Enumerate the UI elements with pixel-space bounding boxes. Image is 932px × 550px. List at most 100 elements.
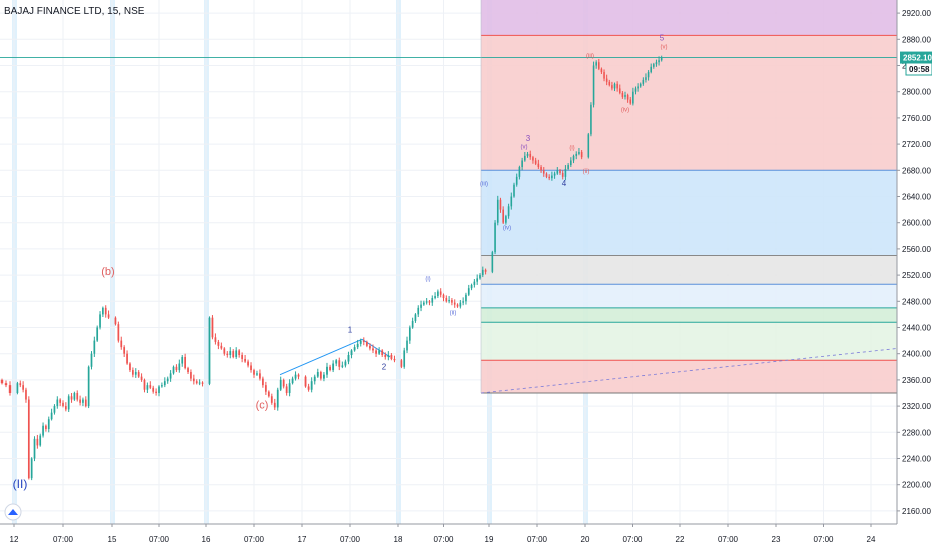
candle — [420, 304, 422, 308]
candle — [626, 94, 629, 100]
candlestick-series — [0, 55, 663, 481]
candle — [384, 355, 387, 357]
candle — [491, 252, 494, 272]
wave-label[interactable]: (iv) — [503, 225, 511, 231]
candle — [79, 399, 81, 403]
candle — [618, 88, 621, 94]
candle — [494, 222, 496, 253]
candle — [235, 350, 238, 357]
tradingview-logo[interactable] — [4, 503, 22, 521]
candle — [439, 291, 442, 295]
candle — [198, 382, 201, 384]
candle — [590, 104, 592, 135]
candle — [650, 66, 652, 73]
elliott-wave-labels[interactable]: (II) (b) (c) 1 2 (i) (ii) (iii) (iv) (v) 3 4 (i) (ii)… — [13, 34, 668, 491]
candle — [513, 184, 515, 197]
wave-label[interactable]: (II) — [13, 477, 28, 491]
candle — [611, 85, 613, 89]
time-tick-label: 07:00 — [244, 535, 265, 544]
candle — [347, 355, 350, 362]
candle — [181, 356, 184, 364]
wave-label[interactable]: 4 — [562, 179, 567, 188]
candle — [400, 360, 403, 367]
candle — [229, 351, 232, 356]
candle — [226, 353, 229, 356]
wave-label[interactable]: (v) — [661, 44, 668, 50]
candle — [556, 170, 559, 174]
candle — [30, 458, 33, 479]
candle — [403, 350, 406, 367]
candle — [605, 78, 608, 82]
wave-label[interactable]: (c) — [256, 400, 269, 412]
candle — [16, 383, 19, 393]
drawing-tools[interactable] — [0, 0, 898, 394]
candle — [465, 294, 467, 302]
fibonacci-zones[interactable] — [481, 0, 897, 394]
wave-label[interactable]: 5 — [660, 34, 665, 43]
candle — [329, 366, 331, 371]
time-tick-label: 07:00 — [718, 535, 739, 544]
candle — [201, 382, 204, 384]
candle — [22, 385, 24, 390]
price-axis[interactable]: 2160.00 2200.00 2240.00 2280.00 2320.00 2360.… — [896, 0, 932, 550]
candle — [423, 302, 425, 305]
time-tick-label: 07:00 — [149, 535, 170, 544]
wave-label[interactable]: (iii) — [480, 181, 488, 187]
candle — [214, 337, 217, 342]
candle — [267, 391, 270, 397]
wave-label[interactable]: (b) — [101, 266, 114, 278]
candle — [496, 199, 499, 223]
candle — [540, 167, 542, 171]
candle — [616, 83, 618, 89]
candle — [172, 366, 175, 374]
candle — [220, 345, 223, 349]
candle — [453, 302, 456, 305]
candle — [316, 372, 319, 377]
candle — [163, 381, 166, 386]
candle — [250, 365, 252, 371]
wave-label[interactable]: (ii) — [583, 169, 590, 175]
candle — [526, 153, 529, 156]
candle — [559, 170, 561, 173]
candle — [658, 60, 660, 63]
candle — [187, 368, 189, 373]
candle — [223, 348, 226, 354]
candle — [310, 381, 313, 390]
candle — [137, 372, 140, 377]
candle — [25, 389, 27, 400]
candle — [27, 399, 30, 479]
time-axis[interactable]: 12 07:00 15 07:00 16 07:00 17 07:00 18 07:00 19 07:… — [0, 523, 897, 544]
candle — [45, 425, 47, 430]
candle — [545, 173, 548, 177]
wave-label[interactable]: 2 — [382, 362, 387, 371]
candle — [67, 396, 70, 410]
wave-label[interactable]: (v) — [521, 145, 528, 151]
candle — [338, 360, 341, 367]
wave-label[interactable]: (i) — [569, 145, 574, 151]
wave-label[interactable]: (i) — [425, 276, 430, 282]
candle — [8, 385, 12, 393]
candle — [238, 350, 241, 356]
wave-label[interactable]: 1 — [348, 326, 353, 335]
price-tick-label: 2880.00 — [902, 35, 931, 44]
candle — [548, 176, 550, 179]
candle — [143, 379, 146, 390]
wave-label[interactable]: 3 — [526, 134, 531, 143]
candle — [208, 317, 211, 384]
candle — [637, 86, 639, 89]
candle — [467, 288, 470, 295]
candle — [459, 302, 462, 307]
price-tick-label: 2280.00 — [902, 428, 931, 437]
wave-label[interactable]: (ii) — [450, 310, 457, 316]
candle — [564, 168, 567, 177]
candle — [462, 301, 464, 303]
price-tick-label: 2560.00 — [902, 245, 931, 254]
wave-label[interactable]: (iv) — [621, 107, 629, 113]
candle — [551, 175, 553, 179]
candle — [647, 72, 650, 78]
wave-label[interactable]: (iii) — [586, 54, 594, 60]
candle — [123, 347, 126, 354]
current-price-badge: 2852.10 09:58 — [900, 51, 932, 76]
candle — [437, 291, 439, 297]
